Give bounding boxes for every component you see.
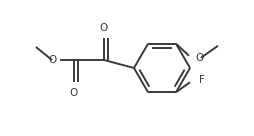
Text: O: O (195, 53, 203, 63)
Text: O: O (49, 55, 57, 65)
Text: F: F (199, 75, 205, 85)
Text: O: O (100, 23, 108, 33)
Text: O: O (70, 88, 78, 98)
